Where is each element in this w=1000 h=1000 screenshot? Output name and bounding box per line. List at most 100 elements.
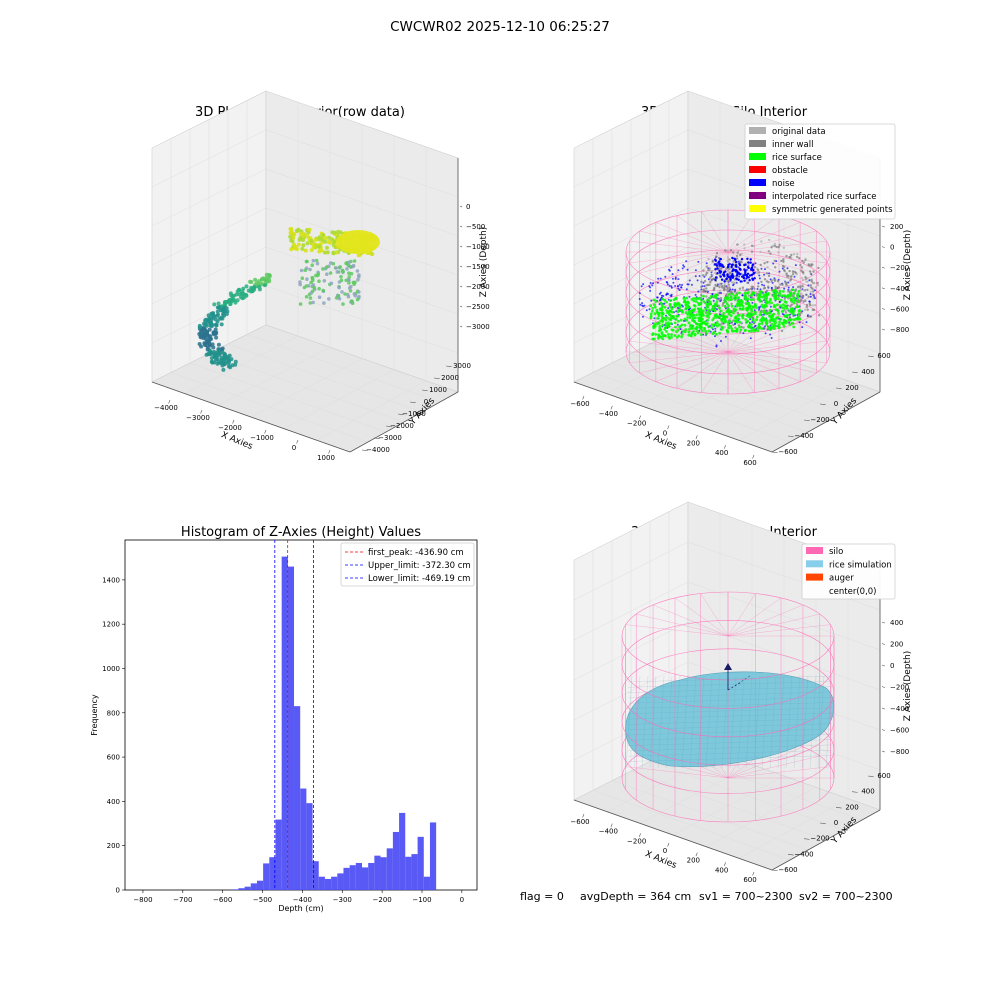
data-point xyxy=(310,263,315,268)
hist-bar xyxy=(294,706,301,890)
rice-surface-point xyxy=(765,323,768,326)
inner-wall-point xyxy=(767,250,770,253)
rice-mesh-line xyxy=(697,675,705,769)
rice-surface-point xyxy=(664,318,668,322)
silo-floor-spoke xyxy=(727,351,817,374)
noise-point xyxy=(714,327,717,330)
tick-label: −600 xyxy=(570,400,589,408)
tick-mark xyxy=(610,823,613,828)
inner-wall-point xyxy=(753,265,757,269)
silo-lid-spoke xyxy=(727,230,817,253)
tick-label: −4000 xyxy=(366,446,390,454)
data-point xyxy=(325,272,329,277)
inner-wall-point xyxy=(805,303,809,307)
silo-floor-spoke xyxy=(727,340,827,353)
silo-floor-spoke xyxy=(701,351,729,393)
inner-wall-point xyxy=(812,270,815,273)
inner-wall-point xyxy=(717,304,721,307)
inner-wall-point xyxy=(807,295,810,298)
rice-surface-point xyxy=(754,312,757,316)
rice-surface-point xyxy=(708,312,712,316)
rice-surface-point xyxy=(740,303,743,307)
data-point xyxy=(300,246,305,251)
inner-wall-point xyxy=(777,286,780,289)
noise-point xyxy=(750,273,753,277)
rice-surface-point xyxy=(746,297,750,300)
rice-surface-point xyxy=(726,310,730,313)
data-point xyxy=(339,278,344,283)
rice-surface-point xyxy=(688,309,691,313)
data-point xyxy=(345,267,349,271)
noise-point xyxy=(746,257,749,260)
rice-surface-point xyxy=(741,313,745,317)
rice-surface-point xyxy=(779,304,782,308)
data-point xyxy=(289,247,294,252)
tick-mark xyxy=(819,822,826,824)
rice-surface-point xyxy=(730,298,733,301)
inner-wall-point xyxy=(728,271,732,275)
inner-wall-point xyxy=(773,259,776,262)
silo-lid-spoke xyxy=(727,251,827,264)
data-point xyxy=(209,324,214,329)
noise-point xyxy=(764,268,766,271)
grid-line xyxy=(151,129,267,188)
inner-wall-point xyxy=(705,287,708,290)
rice-surface-point xyxy=(697,297,701,300)
rice-surface-point xyxy=(789,294,793,298)
noise-point xyxy=(752,268,755,272)
data-point xyxy=(305,241,310,246)
noise-point xyxy=(724,335,727,338)
noise-point xyxy=(697,260,700,263)
data-point xyxy=(311,300,315,305)
tick-label: 2000 xyxy=(441,374,459,382)
inner-wall-point xyxy=(715,251,719,255)
rice-surface-point xyxy=(659,335,663,339)
inner-wall-point xyxy=(771,278,774,282)
rice-surface-point xyxy=(686,313,689,316)
rice-surface-point xyxy=(692,304,696,307)
inner-wall-point xyxy=(811,293,815,296)
noise-point xyxy=(664,275,667,278)
tick-label: −800 xyxy=(890,748,909,756)
tick-label: 3000 xyxy=(453,362,471,370)
noise-point xyxy=(698,275,701,277)
rice-surface-point xyxy=(674,325,677,329)
tick-mark xyxy=(803,419,810,421)
data-point xyxy=(317,295,322,300)
rice-surface-point xyxy=(651,307,654,310)
hist-bar xyxy=(256,880,264,890)
noise-point xyxy=(720,278,724,281)
inner-wall-point xyxy=(766,266,769,269)
inner-wall-point xyxy=(757,285,760,288)
rice-surface-point xyxy=(678,308,682,312)
noise-point xyxy=(715,264,719,267)
tick-label: −200 xyxy=(627,837,646,845)
rice-surface-point xyxy=(668,337,671,340)
rice-surface-point xyxy=(718,331,721,335)
rice-surface-point xyxy=(777,323,781,326)
legend-swatch xyxy=(806,547,823,554)
rice-mesh-line xyxy=(753,675,761,769)
data-point xyxy=(326,240,331,244)
rice-surface-point xyxy=(712,316,716,320)
rice-surface-point xyxy=(760,290,763,294)
rice-surface-point xyxy=(709,302,712,306)
data-point xyxy=(266,277,271,281)
inner-wall-point xyxy=(773,242,777,245)
legend-label: center(0,0) xyxy=(829,587,877,597)
noise-point xyxy=(733,257,736,260)
rice-surface-point xyxy=(652,303,656,307)
inner-wall-point xyxy=(785,254,788,258)
rice-surface-point xyxy=(712,331,716,334)
rice-mesh-line xyxy=(641,675,649,769)
noise-point xyxy=(697,290,700,293)
panel2-points xyxy=(638,238,821,348)
rice-surface-point xyxy=(704,307,708,311)
noise-point xyxy=(656,281,659,284)
panel2-zlabel: Z Axies (Depth) xyxy=(903,230,913,301)
noise-point xyxy=(694,275,697,278)
inner-wall-point xyxy=(800,298,803,302)
rice-surface-point xyxy=(665,324,669,327)
noise-point xyxy=(672,281,675,284)
noise-point xyxy=(738,275,741,278)
